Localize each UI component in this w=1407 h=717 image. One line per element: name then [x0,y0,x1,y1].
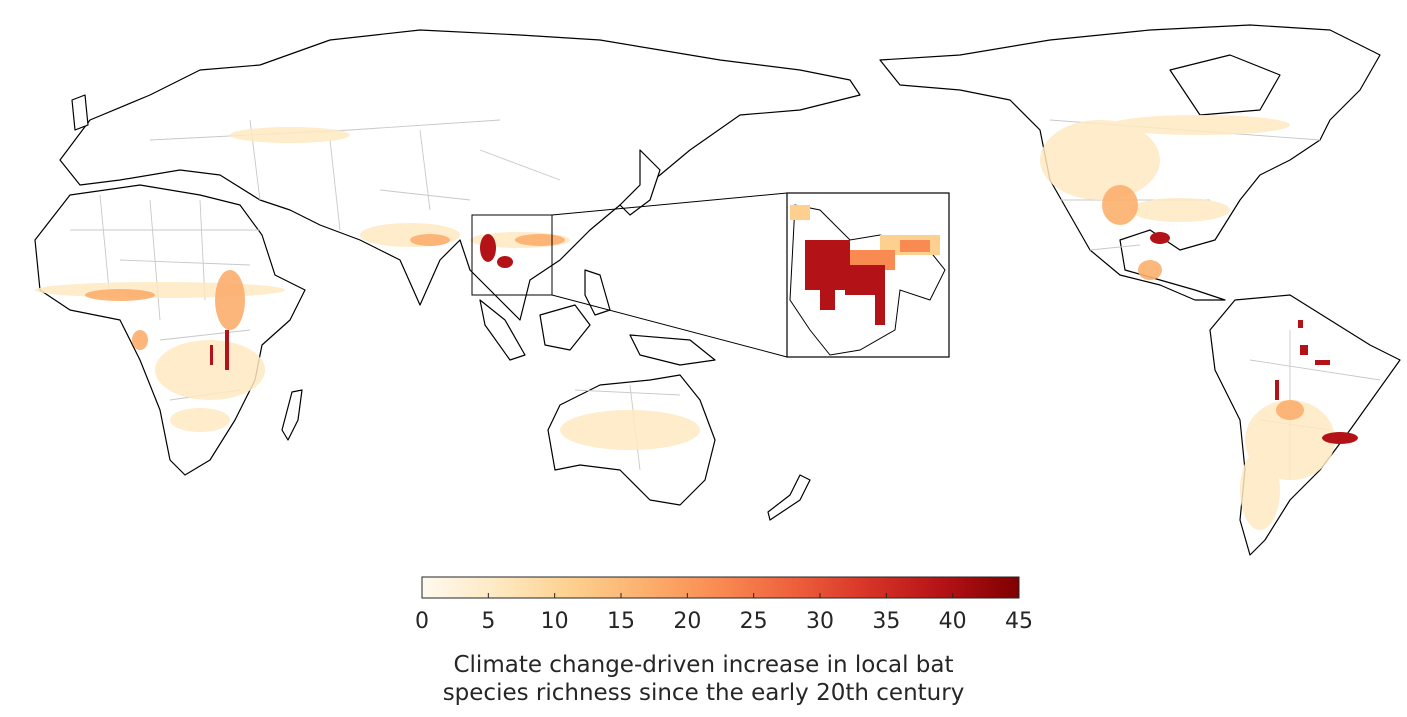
colorbar-tick-label: 45 [1005,609,1033,634]
colorbar: 0 5 10 15 20 25 30 35 40 45 [415,576,1033,634]
colorbar-gradient [421,576,1020,599]
caption-line-2: species richness since the early 20th ce… [442,680,965,706]
inset-map [786,192,950,358]
landmass-eurasia [59,29,861,321]
landmass-new-zealand [767,474,811,521]
landmass-africa [34,184,306,476]
colorbar-tick-label: 40 [939,609,967,634]
landmass-britain [71,94,89,131]
landmass-greenland [1169,54,1281,116]
colorbar-tick-label: 0 [415,609,429,634]
colorbar-ticks: 0 5 10 15 20 25 30 35 40 45 [415,593,1033,634]
inset-callout [471,192,788,358]
richness-patches [35,115,1358,530]
colorbar-tick-label: 20 [673,609,701,634]
landmass-new-guinea [629,334,716,366]
landmass-philippines [584,269,611,316]
landmass-sumatra [479,299,526,361]
landmass-japan [619,149,661,216]
colorbar-tick-label: 25 [740,609,768,634]
colorbar-caption: Climate change-driven increase in local … [0,651,1407,707]
inset-source-box [471,214,553,296]
landmass-madagascar [281,389,303,441]
colorbar-tick-label: 30 [806,609,834,634]
colorbar-tick-label: 15 [607,609,635,634]
colorbar-tick-label: 5 [481,609,495,634]
colorbar-tick-label: 10 [541,609,569,634]
colorbar-tick-label: 35 [872,609,900,634]
landmass-borneo [539,304,591,351]
caption-line-1: Climate change-driven increase in local … [453,652,954,678]
world-map [34,24,1401,556]
